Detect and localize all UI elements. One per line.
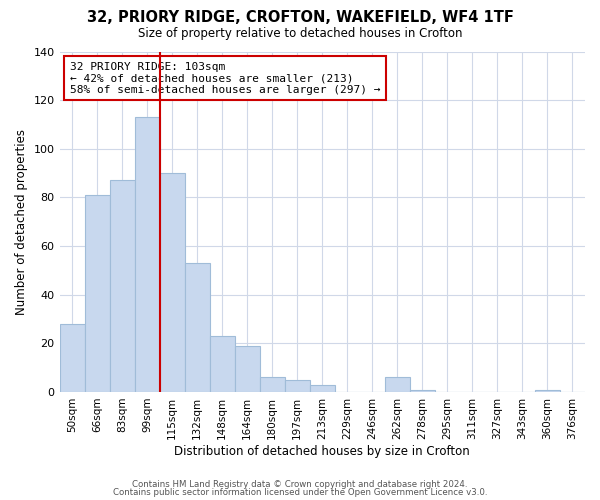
X-axis label: Distribution of detached houses by size in Crofton: Distribution of detached houses by size … (175, 444, 470, 458)
Bar (110, 180, 134, 392)
Bar (310, 384, 335, 392)
Y-axis label: Number of detached properties: Number of detached properties (15, 128, 28, 314)
Bar (285, 380, 310, 392)
Text: Contains public sector information licensed under the Open Government Licence v3: Contains public sector information licen… (113, 488, 487, 497)
Text: Contains HM Land Registry data © Crown copyright and database right 2024.: Contains HM Land Registry data © Crown c… (132, 480, 468, 489)
Bar (410, 390, 435, 392)
Bar (260, 378, 285, 392)
Bar (134, 117, 160, 392)
Text: 32 PRIORY RIDGE: 103sqm
← 42% of detached houses are smaller (213)
58% of semi-d: 32 PRIORY RIDGE: 103sqm ← 42% of detache… (70, 62, 380, 95)
Bar (385, 378, 410, 392)
Bar (535, 390, 560, 392)
Bar (209, 336, 235, 392)
Bar (235, 346, 260, 392)
Bar (185, 263, 209, 392)
Bar (85, 195, 110, 392)
Bar (160, 173, 185, 392)
Bar (59, 324, 85, 392)
Text: Size of property relative to detached houses in Crofton: Size of property relative to detached ho… (138, 28, 462, 40)
Text: 32, PRIORY RIDGE, CROFTON, WAKEFIELD, WF4 1TF: 32, PRIORY RIDGE, CROFTON, WAKEFIELD, WF… (86, 10, 514, 25)
